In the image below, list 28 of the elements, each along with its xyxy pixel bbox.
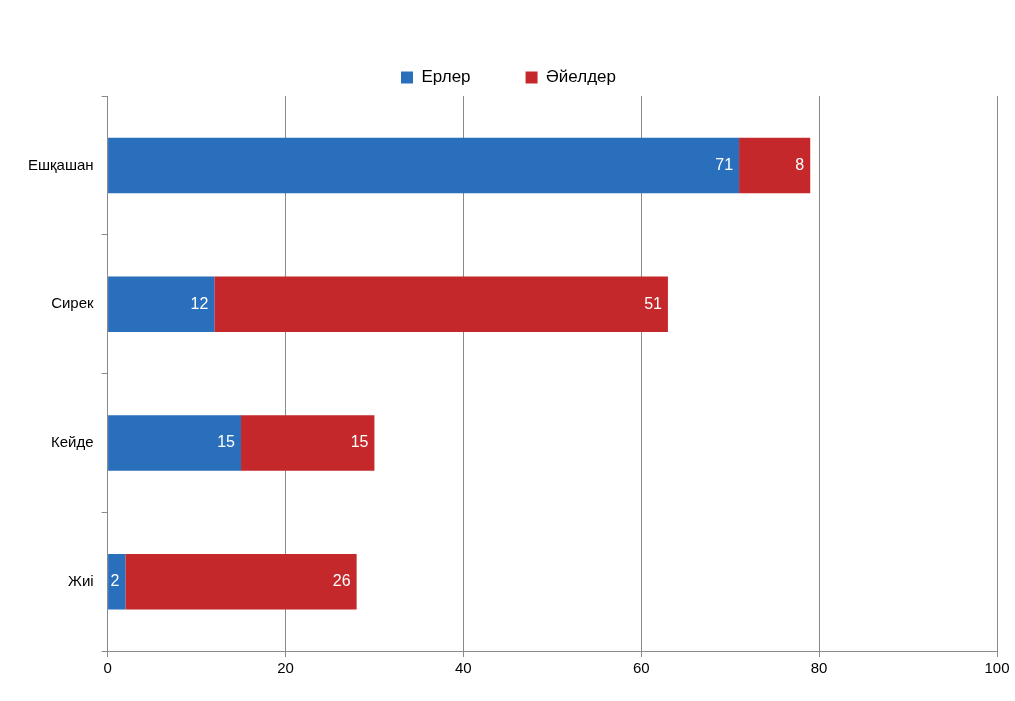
bar xyxy=(241,415,375,471)
data-label: 15 xyxy=(217,433,236,451)
bar xyxy=(108,553,126,610)
bar xyxy=(125,553,357,610)
y-tick-label: Жиі xyxy=(68,571,94,589)
x-tick-label: 80 xyxy=(810,659,828,677)
legend-label: Әйелдер xyxy=(546,67,616,87)
data-label: 15 xyxy=(350,433,369,451)
x-tick-label: 40 xyxy=(455,659,472,677)
x-tick-label: 20 xyxy=(277,659,294,677)
data-label: 8 xyxy=(795,155,805,173)
bar xyxy=(108,276,215,332)
bar xyxy=(739,137,811,194)
x-tick-label: 100 xyxy=(984,659,1010,677)
data-label: 12 xyxy=(190,294,209,312)
data-label: 26 xyxy=(332,572,351,590)
data-label: 51 xyxy=(644,294,663,312)
x-tick-label: 60 xyxy=(632,659,650,677)
y-tick-label: Кейде xyxy=(51,433,94,451)
bar xyxy=(108,137,740,194)
data-label: 2 xyxy=(110,572,120,590)
bar xyxy=(214,276,668,332)
y-tick-label: Ешқашан xyxy=(27,155,94,173)
x-tick-label: 0 xyxy=(103,659,112,677)
data-label: 71 xyxy=(715,155,734,173)
legend-label: Ерлер xyxy=(421,67,471,87)
y-tick-label: Сирек xyxy=(51,294,95,312)
bar xyxy=(108,415,242,471)
